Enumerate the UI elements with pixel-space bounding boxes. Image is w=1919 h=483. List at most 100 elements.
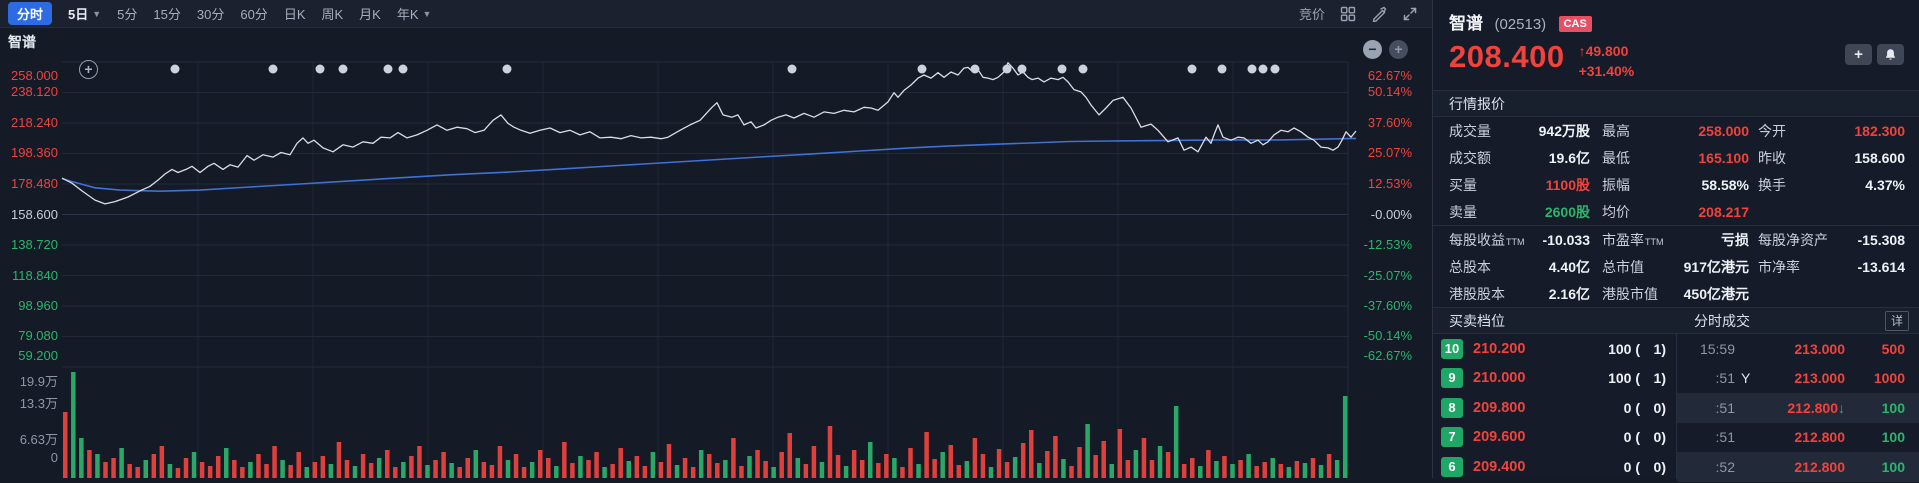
stock-name: 智谱 <box>1449 14 1483 33</box>
book-ticks-area: 10 210.200 100 (1) 9 210.000 100 (1) 8 209.800 0… <box>1433 334 1919 482</box>
quote-value: 208.217 <box>1698 203 1749 220</box>
period-tab-8[interactable]: 月K <box>359 7 381 22</box>
quote-label: 成交量 <box>1449 122 1491 139</box>
financial-row: 总股本 4.40亿 总市值 917亿港元 市净率 -13.614 <box>1433 253 1919 280</box>
period-tab-3[interactable]: 15分 <box>153 7 181 22</box>
expand-icon[interactable] <box>1402 6 1418 22</box>
order-book: 10 210.200 100 (1) 9 210.000 100 (1) 8 209.800 0… <box>1433 334 1677 479</box>
price-axis-label: 198.360 <box>11 145 58 160</box>
book-volume: 0 ( <box>1623 458 1640 475</box>
quote-label: 最低 <box>1602 149 1630 166</box>
down-arrow-icon: ↓ <box>1838 399 1845 416</box>
draw-tools-icon[interactable] <box>1371 6 1387 22</box>
quote-cell: 市盈率 TTM 亏损 <box>1602 230 1749 250</box>
chart-zoom-controls: − + <box>1363 40 1408 59</box>
grid-view-icon[interactable] <box>1340 6 1356 22</box>
tick-row[interactable]: 15:59 213.000 500 <box>1677 334 1919 364</box>
zoom-in-button[interactable]: + <box>1389 40 1408 59</box>
percent-axis-label: -12.53% <box>1363 237 1412 252</box>
quote-value: 2.16亿 <box>1548 285 1590 302</box>
quote-value: 182.300 <box>1854 122 1905 139</box>
quote-cell: 港股股本 2.16亿 <box>1449 284 1590 304</box>
quote-value: 158.600 <box>1854 149 1905 166</box>
add-to-watchlist-button[interactable]: + <box>1845 44 1872 65</box>
ttm-subscript: TTM <box>1645 236 1664 247</box>
chart-toolbar: 分时 5日 ▼ 5分 15分 30分 60分 日K 周K 月K 年K ▼ 竞价 <box>0 0 1432 28</box>
quote-panel: 智谱 (02513) CAS 208.400 ↑49.800 +31.40% +… <box>1432 0 1919 482</box>
book-level-badge: 6 <box>1441 456 1463 477</box>
quote-row: 成交量 942万股 最高 258.000 今开 182.300 <box>1433 117 1919 144</box>
quote-cell: 振幅 58.58% <box>1602 175 1749 195</box>
period-tab-2[interactable]: 5分 <box>117 7 138 22</box>
book-ticks-header: 买卖档位 分时成交 详 <box>1433 307 1919 334</box>
order-book-row[interactable]: 10 210.200 100 (1) <box>1433 334 1676 364</box>
quote-label: 最高 <box>1602 122 1630 139</box>
order-book-row[interactable]: 6 209.400 0 (0) <box>1433 452 1676 482</box>
period-tab-6[interactable]: 日K <box>283 7 306 22</box>
percent-axis-label: -25.07% <box>1363 268 1412 283</box>
book-order-count: 1) <box>1653 340 1666 357</box>
quote-cell: 换手 4.37% <box>1758 175 1905 195</box>
price-axis-label: 138.720 <box>11 237 58 252</box>
period-tab-1[interactable]: 5日 ▼ <box>68 7 102 22</box>
period-tab-4[interactable]: 30分 <box>196 7 225 22</box>
quote-cell: 今开 182.300 <box>1758 121 1905 141</box>
tick-time: :51 <box>1715 370 1735 387</box>
detail-button[interactable]: 详 <box>1884 311 1909 331</box>
tick-row[interactable]: :51 212.800 100 <box>1677 423 1919 453</box>
percent-axis-label: 25.07% <box>1367 145 1412 160</box>
book-level-badge: 8 <box>1441 397 1463 418</box>
quote-cell: 买量 1100股 <box>1449 175 1590 195</box>
quote-cell: 市净率 -13.614 <box>1758 257 1905 277</box>
toolbar-right: 竞价 <box>1299 4 1432 23</box>
percent-axis-label: 62.67% <box>1367 68 1412 83</box>
zoom-out-button[interactable]: − <box>1363 40 1382 59</box>
tick-row[interactable]: :51 Y 213.000 1000 <box>1677 364 1919 394</box>
quote-value: 2600股 <box>1544 203 1590 220</box>
quote-value: 4.40亿 <box>1548 258 1590 275</box>
quote-label: 卖量 <box>1449 203 1477 220</box>
quote-section-title: 行情报价 <box>1433 90 1919 117</box>
percent-axis-label: 37.60% <box>1367 115 1412 130</box>
chart-stock-title: 智谱 <box>8 34 36 50</box>
period-tab-7[interactable]: 周K <box>321 7 344 22</box>
book-order-count: 0) <box>1653 458 1666 475</box>
price-chart[interactable]: 智谱 + − + 258.000 238.120 218.240 198.360 178… <box>0 28 1432 483</box>
book-level-badge: 10 <box>1441 338 1463 359</box>
tick-time: :51 <box>1715 399 1735 416</box>
quote-label: 振幅 <box>1602 176 1630 193</box>
tab-time-sales[interactable]: 分时成交 <box>1694 312 1750 329</box>
quote-value: -13.614 <box>1857 258 1905 275</box>
volume-axis-label: 6.63万 <box>19 432 58 447</box>
tab-order-book[interactable]: 买卖档位 <box>1449 312 1505 329</box>
alert-bell-button[interactable] <box>1877 44 1904 65</box>
auction-tab[interactable]: 竞价 <box>1298 7 1325 22</box>
quote-cell: 港股市值 450亿港元 <box>1602 284 1749 304</box>
financial-row: 港股股本 2.16亿 港股市值 450亿港元 <box>1433 280 1919 307</box>
quote-label: 总市值 <box>1602 258 1644 275</box>
book-volume: 0 ( <box>1623 399 1640 416</box>
up-arrow-icon: ↑ <box>1578 43 1586 59</box>
order-book-row[interactable]: 8 209.800 0 ( 0) <box>1433 393 1676 423</box>
book-volume: 100 ( <box>1608 340 1640 357</box>
tick-row[interactable]: :51 212.800↓ 100 <box>1677 393 1919 423</box>
quote-cell: 昨收 158.600 <box>1758 148 1905 168</box>
book-volume: 100 ( <box>1608 370 1640 387</box>
quote-label: 港股市值 <box>1602 285 1658 302</box>
add-indicator-icon[interactable]: + <box>79 60 98 79</box>
book-price: 209.800 <box>1473 399 1526 416</box>
quote-cell: 总市值 917亿港元 <box>1602 257 1749 277</box>
quote-value: -10.033 <box>1542 231 1590 248</box>
price-axis-label: 218.240 <box>11 115 58 130</box>
book-order-count: 0) <box>1653 399 1666 416</box>
volume-axis-label: 13.3万 <box>19 396 58 411</box>
tick-price: 213.000 <box>1794 340 1845 357</box>
period-tab-5[interactable]: 60分 <box>240 7 268 22</box>
order-book-row[interactable]: 7 209.600 0 (0) <box>1433 423 1676 453</box>
order-book-row[interactable]: 9 210.000 100 (1) <box>1433 364 1676 394</box>
quote-value: 165.100 <box>1698 149 1749 166</box>
period-tab-0[interactable]: 分时 <box>8 2 53 25</box>
quote-row: 卖量 2600股 均价 208.217 <box>1433 198 1919 225</box>
period-tab-9[interactable]: 年K ▼ <box>396 7 432 22</box>
tick-row[interactable]: :52 212.800 100 <box>1677 452 1919 482</box>
